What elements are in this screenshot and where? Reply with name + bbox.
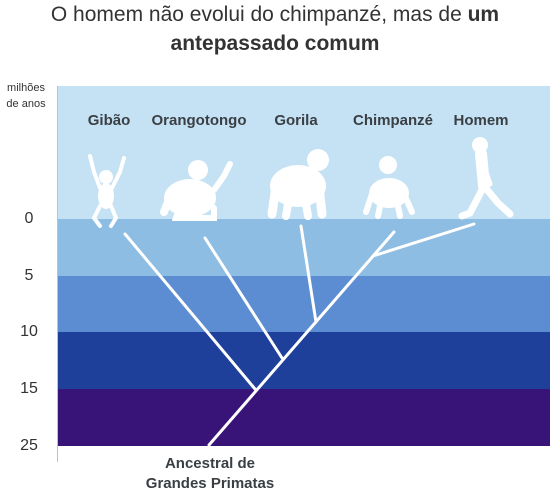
tick-label: 15 xyxy=(20,380,38,397)
gibbon-silhouette-icon xyxy=(88,154,126,228)
band-15-25 xyxy=(58,389,550,446)
title-line-1: O homem não evolui do chimpanzé, mas de … xyxy=(0,0,550,29)
species-label-chimpanzee: Chimpanzé xyxy=(352,112,434,129)
title-bold-text: um xyxy=(467,3,500,26)
species-label-gibbon: Gibão xyxy=(87,112,131,129)
orangutan-branch xyxy=(203,236,284,360)
trunk-branch xyxy=(207,230,396,447)
gorilla-silhouette-icon xyxy=(267,149,329,220)
title-line-2: antepassado comum xyxy=(170,32,380,55)
band-5-10 xyxy=(58,276,550,332)
gibbon-branch xyxy=(123,232,257,391)
ancestor-label: Ancestral de Grandes Primatas xyxy=(146,454,274,494)
title-normal-text: O homem não evolui do chimpanzé, mas de xyxy=(50,3,468,26)
axis-unit-line-1: milhões xyxy=(7,82,45,94)
time-axis-line xyxy=(57,86,58,462)
ancestor-label-line-2: Grandes Primatas xyxy=(145,475,275,492)
axis-unit-label: milhões de anos xyxy=(0,80,52,112)
ancestor-label-line-1: Ancestral de xyxy=(164,455,256,472)
species-label-human: Homem xyxy=(453,112,509,129)
band-10-15 xyxy=(58,332,550,389)
tree-branches xyxy=(123,222,476,447)
species-label-gorilla: Gorila xyxy=(274,112,318,129)
human-silhouette-icon xyxy=(458,137,514,220)
human-branch xyxy=(371,222,476,258)
gorilla-branch xyxy=(299,224,318,324)
tick-label: 0 xyxy=(24,210,34,227)
species-label-orangutan: Orangotongo xyxy=(151,112,247,129)
tick-label: 25 xyxy=(20,437,38,454)
axis-unit-line-2: de anos xyxy=(6,98,46,110)
orangutan-silhouette-icon xyxy=(160,160,233,221)
chimpanzee-silhouette-icon xyxy=(363,156,415,219)
diagram-title: O homem não evolui do chimpanzé, mas de … xyxy=(0,0,550,58)
tick-label: 5 xyxy=(24,267,34,284)
tick-label: 10 xyxy=(20,323,38,340)
